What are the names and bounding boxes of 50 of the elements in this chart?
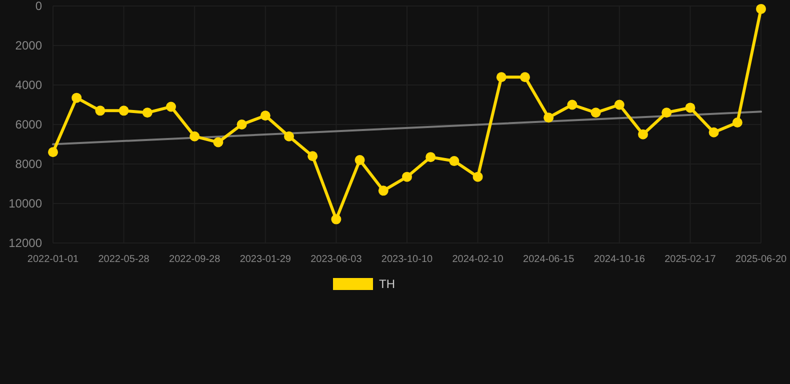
point <box>544 112 554 123</box>
x-tick-label: 2022-01-01 <box>27 254 80 265</box>
point <box>190 131 200 142</box>
point <box>166 102 176 112</box>
point <box>638 129 648 140</box>
point <box>284 131 294 142</box>
x-tick-label: 2024-06-15 <box>523 254 575 265</box>
point <box>685 102 696 113</box>
x-tick-label: 2023-10-10 <box>381 254 434 265</box>
x-tick-label: 2024-02-10 <box>452 254 504 265</box>
y-tick-label: 10000 <box>8 196 42 211</box>
legend-label: TH <box>379 277 395 292</box>
point <box>614 100 624 110</box>
point <box>260 110 270 121</box>
point <box>95 106 106 116</box>
x-tick-label: 2022-09-28 <box>169 254 221 265</box>
x-tick-label: 2023-01-29 <box>240 254 292 265</box>
point <box>496 72 506 82</box>
point <box>118 106 129 116</box>
y-tick-label: 8000 <box>15 157 42 172</box>
x-tick-label: 2025-02-17 <box>664 254 716 265</box>
point <box>72 92 82 103</box>
x-tick-label: 2024-10-16 <box>594 254 646 265</box>
point <box>732 118 742 128</box>
point <box>236 120 247 130</box>
y-tick-label: 12000 <box>8 236 42 250</box>
point <box>472 172 483 182</box>
point <box>331 214 342 224</box>
point <box>378 186 388 196</box>
point <box>520 72 530 82</box>
point <box>48 147 58 158</box>
y-tick-label: 0 <box>35 0 42 14</box>
point <box>308 151 318 162</box>
y-tick-label: 6000 <box>15 118 42 132</box>
point <box>402 172 412 182</box>
point <box>142 108 152 118</box>
point <box>354 155 365 166</box>
point <box>426 152 436 162</box>
x-tick-label: 2023-06-03 <box>310 254 362 265</box>
point <box>449 156 460 166</box>
y-tick-label: 4000 <box>15 78 42 92</box>
x-tick-label: 2025-06-20 <box>735 254 788 265</box>
point <box>213 137 224 148</box>
point <box>708 127 719 138</box>
y-tick-label: 2000 <box>15 38 42 53</box>
point <box>590 108 601 118</box>
point <box>567 100 578 110</box>
point <box>662 108 672 118</box>
x-tick-label: 2022-05-28 <box>98 254 150 265</box>
point <box>756 4 766 14</box>
